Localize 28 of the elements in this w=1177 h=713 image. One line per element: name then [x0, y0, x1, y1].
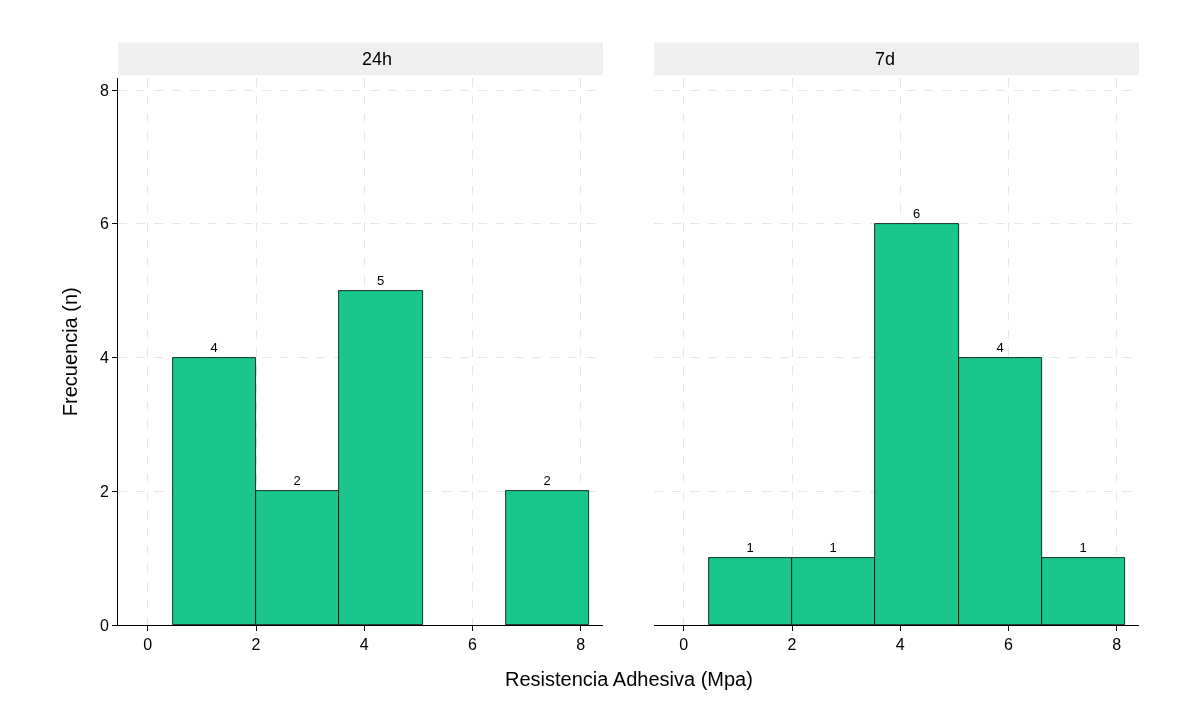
y-tick-label: 0: [99, 616, 109, 634]
x-tick-label: 2: [251, 636, 261, 654]
y-tick-label: 6: [99, 215, 109, 233]
chart-title: 24h: [362, 49, 393, 69]
x-tick-label: 2: [787, 636, 797, 654]
x-tick-label: 6: [468, 636, 478, 654]
data-label: 6: [913, 205, 921, 221]
y-tick-label: 2: [99, 482, 109, 500]
x-tick-label: 4: [895, 636, 905, 654]
data-label: 1: [746, 539, 754, 555]
data-label: 5: [376, 272, 385, 288]
x-tick-label: 8: [1112, 636, 1122, 654]
x-tick-label: 0: [679, 636, 689, 654]
data-label: 2: [293, 472, 301, 488]
x-tick-label: 0: [143, 636, 153, 654]
data-label: 1: [829, 539, 837, 555]
data-label: 4: [210, 339, 218, 355]
chart-title: 7d: [875, 49, 896, 69]
x-axis-title: Resistencia Adhesiva (Mpa): [505, 668, 753, 690]
x-tick-label: 8: [576, 636, 586, 654]
y-tick-label: 4: [99, 349, 109, 367]
data-label: 2: [543, 472, 551, 488]
data-label: 4: [996, 339, 1004, 355]
y-axis-title: Frecuencia (n): [59, 287, 82, 417]
x-tick-label: 6: [1004, 636, 1014, 654]
data-label: 1: [1079, 539, 1087, 555]
y-tick-label: 8: [99, 81, 109, 99]
x-tick-label: 4: [359, 636, 369, 654]
